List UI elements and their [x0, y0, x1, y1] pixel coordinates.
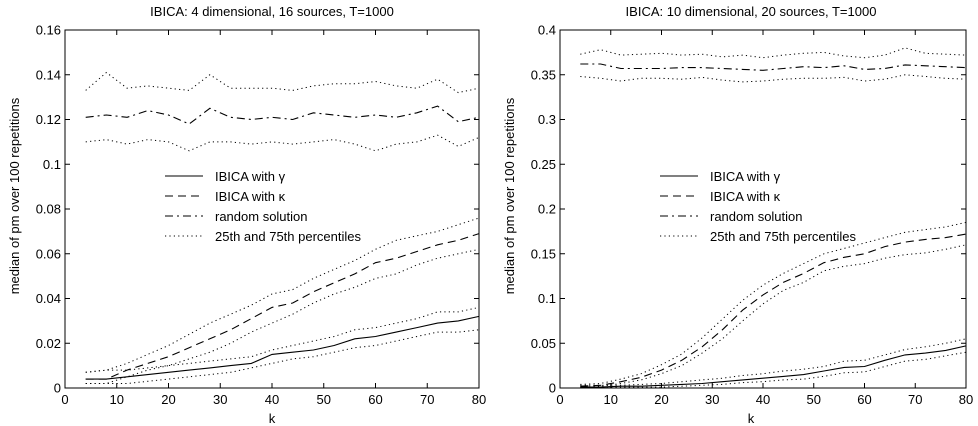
y-axis-label: median of pm over 100 repetitions — [7, 97, 22, 294]
y-tick-label: 0.25 — [531, 157, 556, 172]
x-tick-label: 80 — [959, 392, 973, 407]
x-tick-label: 40 — [265, 392, 279, 407]
chart-title: IBICA: 10 dimensional, 20 sources, T=100… — [626, 4, 877, 19]
x-tick-label: 40 — [756, 392, 770, 407]
legend-label: 25th and 75th percentiles — [215, 229, 361, 244]
x-tick-label: 0 — [61, 392, 68, 407]
legend: IBICA with γ IBICA with κ random solution 2… — [660, 169, 856, 244]
series-line-dotted — [85, 71, 480, 94]
x-tick-label: 60 — [368, 392, 382, 407]
series-line-dotted — [85, 306, 480, 373]
x-tick-label: 0 — [556, 392, 563, 407]
x-tick-label: 20 — [161, 392, 175, 407]
legend-label: random solution — [710, 209, 803, 224]
legend-label: IBICA with γ — [215, 169, 286, 184]
series-line-dashdot — [580, 63, 967, 71]
y-tick-label: 0.1 — [538, 291, 556, 306]
y-tick-label: 0.4 — [538, 23, 556, 38]
chart-left: IBICA: 4 dimensional, 16 sources, T=1000… — [7, 4, 486, 426]
series-line-dotted — [580, 47, 967, 59]
series-line-dotted — [85, 329, 480, 384]
x-axis-label: k — [748, 411, 755, 426]
x-axis-label: k — [269, 411, 276, 426]
y-tick-label: 0.1 — [43, 157, 61, 172]
series-line-dotted — [85, 217, 480, 373]
series-line-dotted — [85, 134, 480, 152]
y-tick-label: 0.16 — [36, 23, 61, 38]
series-line-dotted — [580, 221, 967, 385]
x-tick-label: 60 — [857, 392, 871, 407]
x-tick-label: 50 — [317, 392, 331, 407]
legend-label: 25th and 75th percentiles — [710, 229, 856, 244]
x-tick-label: 50 — [807, 392, 821, 407]
x-tick-label: 30 — [213, 392, 227, 407]
chart-right: IBICA: 10 dimensional, 20 sources, T=100… — [502, 4, 973, 426]
series-line-dashed — [580, 233, 967, 387]
x-tick-label: 10 — [604, 392, 618, 407]
legend-label: IBICA with γ — [710, 169, 781, 184]
y-tick-label: 0.35 — [531, 67, 556, 82]
series-line-dotted — [85, 248, 480, 384]
y-axis-label: median of pm over 100 repetitions — [502, 97, 517, 294]
series-line-dotted — [580, 244, 967, 388]
x-tick-label: 10 — [110, 392, 124, 407]
y-tick-label: 0.3 — [538, 112, 556, 127]
y-tick-label: 0.06 — [36, 246, 61, 261]
y-tick-label: 0.02 — [36, 336, 61, 351]
series-line-dashed — [85, 233, 480, 380]
y-tick-label: 0.04 — [36, 291, 61, 306]
y-tick-label: 0 — [549, 381, 556, 396]
legend-label: random solution — [215, 209, 308, 224]
legend-label: IBICA with κ — [215, 189, 286, 204]
y-tick-label: 0.15 — [531, 246, 556, 261]
x-tick-label: 70 — [908, 392, 922, 407]
legend-label: IBICA with κ — [710, 189, 781, 204]
series-line-dotted — [580, 351, 967, 389]
x-tick-label: 70 — [420, 392, 434, 407]
series-line-solid — [580, 345, 967, 388]
series-line-dashdot — [85, 105, 480, 125]
legend: IBICA with γ IBICA with κ random solution 2… — [165, 169, 361, 244]
y-tick-label: 0.2 — [538, 202, 556, 217]
chart-title: IBICA: 4 dimensional, 16 sources, T=1000 — [150, 4, 394, 19]
y-tick-label: 0.08 — [36, 202, 61, 217]
x-tick-label: 80 — [472, 392, 486, 407]
x-tick-label: 20 — [654, 392, 668, 407]
series-line-solid — [85, 315, 480, 380]
y-tick-label: 0.12 — [36, 112, 61, 127]
series-line-dotted — [580, 74, 967, 83]
y-tick-label: 0.14 — [36, 67, 61, 82]
y-tick-label: 0 — [54, 381, 61, 396]
x-tick-label: 30 — [705, 392, 719, 407]
y-tick-label: 0.05 — [531, 336, 556, 351]
